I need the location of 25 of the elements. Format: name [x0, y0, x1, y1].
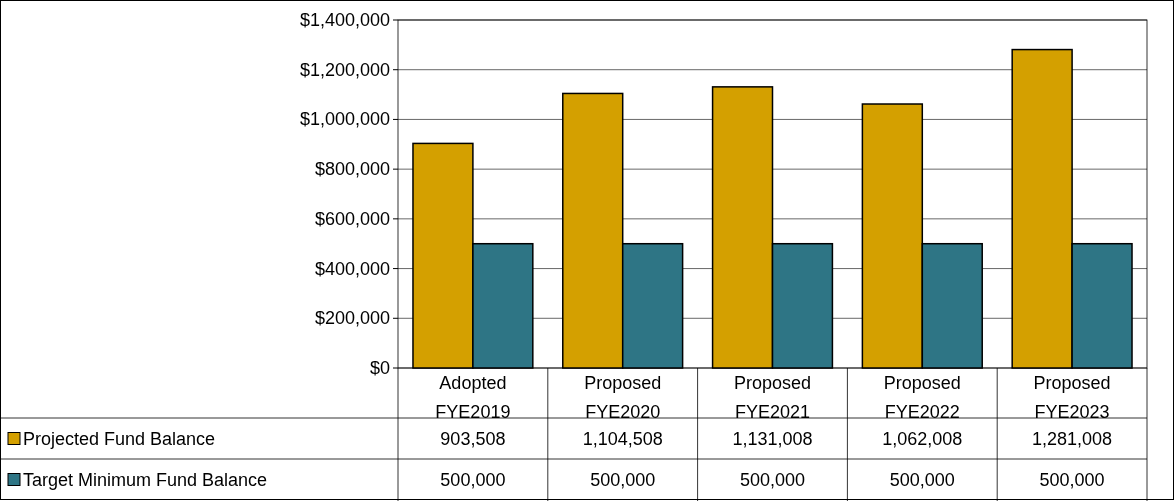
y-tick-label: $400,000 [314, 258, 390, 279]
data-label: 1,131,008 [732, 428, 813, 449]
x-tick-label: Proposed FYE2022 [883, 373, 961, 422]
data-label: 1,062,008 [882, 428, 963, 449]
x-tick-label: Proposed FYE2023 [1033, 373, 1111, 422]
data-label: 500,000 [590, 469, 656, 490]
data-label: 500,000 [739, 469, 806, 490]
y-tick-label: $600,000 [314, 208, 390, 229]
y-tick-label: $1,000,000 [299, 109, 390, 130]
y-tick-label: $1,400,000 [299, 10, 390, 30]
legend-label: Target Minimum Fund Balance [23, 469, 268, 490]
y-tick-label: $0 [369, 358, 390, 378]
x-tick-label: Adopted FYE2019 [435, 373, 511, 422]
data-label: 1,104,508 [582, 428, 663, 449]
data-label: 500,000 [440, 469, 506, 490]
y-tick-label: $200,000 [314, 308, 390, 329]
data-label: 903,508 [440, 428, 506, 449]
y-tick-label: $1,200,000 [299, 59, 390, 80]
x-tick-label: Proposed FYE2020 [584, 373, 662, 422]
y-tick-label: $800,000 [314, 159, 390, 180]
legend-label: Projected Fund Balance [23, 428, 216, 449]
data-label: 1,281,008 [1032, 428, 1113, 449]
x-tick-label: Proposed FYE2021 [733, 373, 812, 422]
data-label: 500,000 [889, 469, 955, 490]
data-label: 500,000 [1039, 469, 1105, 490]
